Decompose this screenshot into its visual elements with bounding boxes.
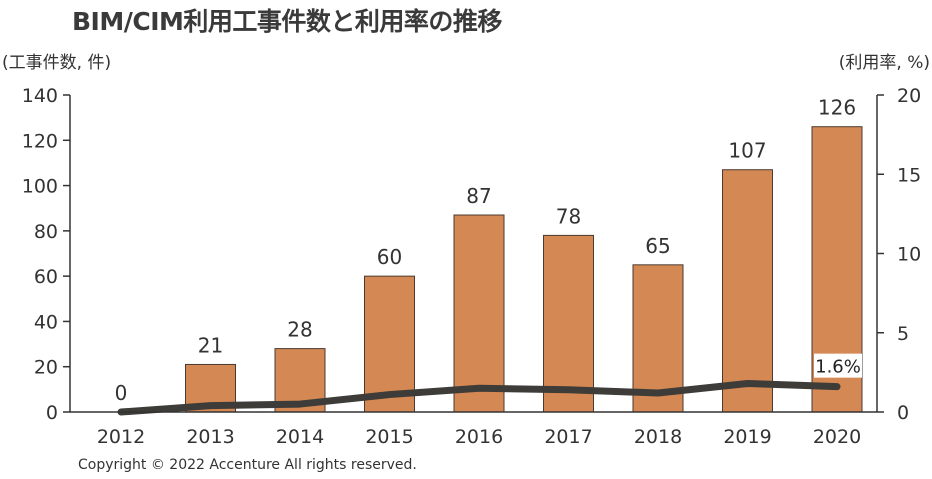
x-tick-label: 2016 (455, 426, 503, 448)
y2-axis-label: (利用率, %) (838, 53, 930, 73)
chart-title: BIM/CIM利用工事件数と利用率の推移 (72, 7, 502, 36)
x-axis: 2012 2013 2014 2015 2016 2017 2018 2019 2020 (70, 411, 877, 448)
bar-value-label: 126 (818, 96, 856, 120)
annotation-background (814, 353, 862, 378)
x-tick-label: 2012 (97, 426, 145, 448)
left-tick-label: 80 (34, 221, 58, 243)
bar-value-label: 65 (645, 234, 670, 258)
right-axis: 0 5 10 15 20 (876, 85, 921, 424)
bar (543, 234, 594, 413)
left-tick-label: 120 (22, 130, 58, 152)
right-tick-label: 5 (897, 323, 909, 345)
x-tick-label: 2014 (276, 426, 324, 448)
bar-value-label: 107 (728, 139, 766, 163)
bar-value-label: 21 (198, 333, 223, 357)
bar-value-label: 78 (556, 204, 581, 228)
annotation-label: 1.6% (815, 357, 861, 378)
bar (722, 169, 773, 413)
left-tick-label: 0 (46, 402, 58, 424)
x-tick-label: 2019 (723, 426, 771, 448)
x-tick-label: 2015 (365, 426, 413, 448)
bar-value-label: 28 (287, 318, 312, 342)
left-tick-label: 20 (34, 357, 58, 379)
right-tick-label: 15 (897, 164, 921, 186)
bar (632, 264, 684, 413)
left-tick-label: 60 (34, 266, 58, 288)
right-tick-label: 20 (897, 85, 921, 107)
x-tick-label: 2020 (813, 426, 861, 448)
left-tick-label: 140 (22, 85, 58, 107)
left-axis: 0 20 40 60 80 100 120 140 (22, 85, 71, 424)
rate-line-path (117, 379, 841, 416)
left-tick-label: 100 (22, 176, 58, 198)
bar-value-label: 0 (115, 381, 128, 405)
copyright-text: Copyright © 2022 Accenture All rights re… (78, 457, 417, 473)
annotations: 1.6% (814, 353, 862, 378)
bar-value-label: 87 (466, 184, 491, 208)
rate-line (117, 379, 841, 416)
bars (185, 126, 863, 413)
left-tick-label: 40 (34, 311, 58, 333)
right-tick-label: 0 (897, 402, 909, 424)
y-axis-label: (工事件数, 件) (2, 53, 112, 73)
bar (453, 214, 505, 413)
x-tick-label: 2017 (544, 426, 592, 448)
x-tick-label: 2013 (186, 426, 234, 448)
bar-labels: 0 21 28 60 87 78 65 107 126 (115, 96, 856, 405)
x-tick-label: 2018 (634, 426, 682, 448)
bar-value-label: 60 (377, 245, 402, 269)
bar (364, 275, 415, 413)
right-tick-label: 10 (897, 244, 921, 266)
